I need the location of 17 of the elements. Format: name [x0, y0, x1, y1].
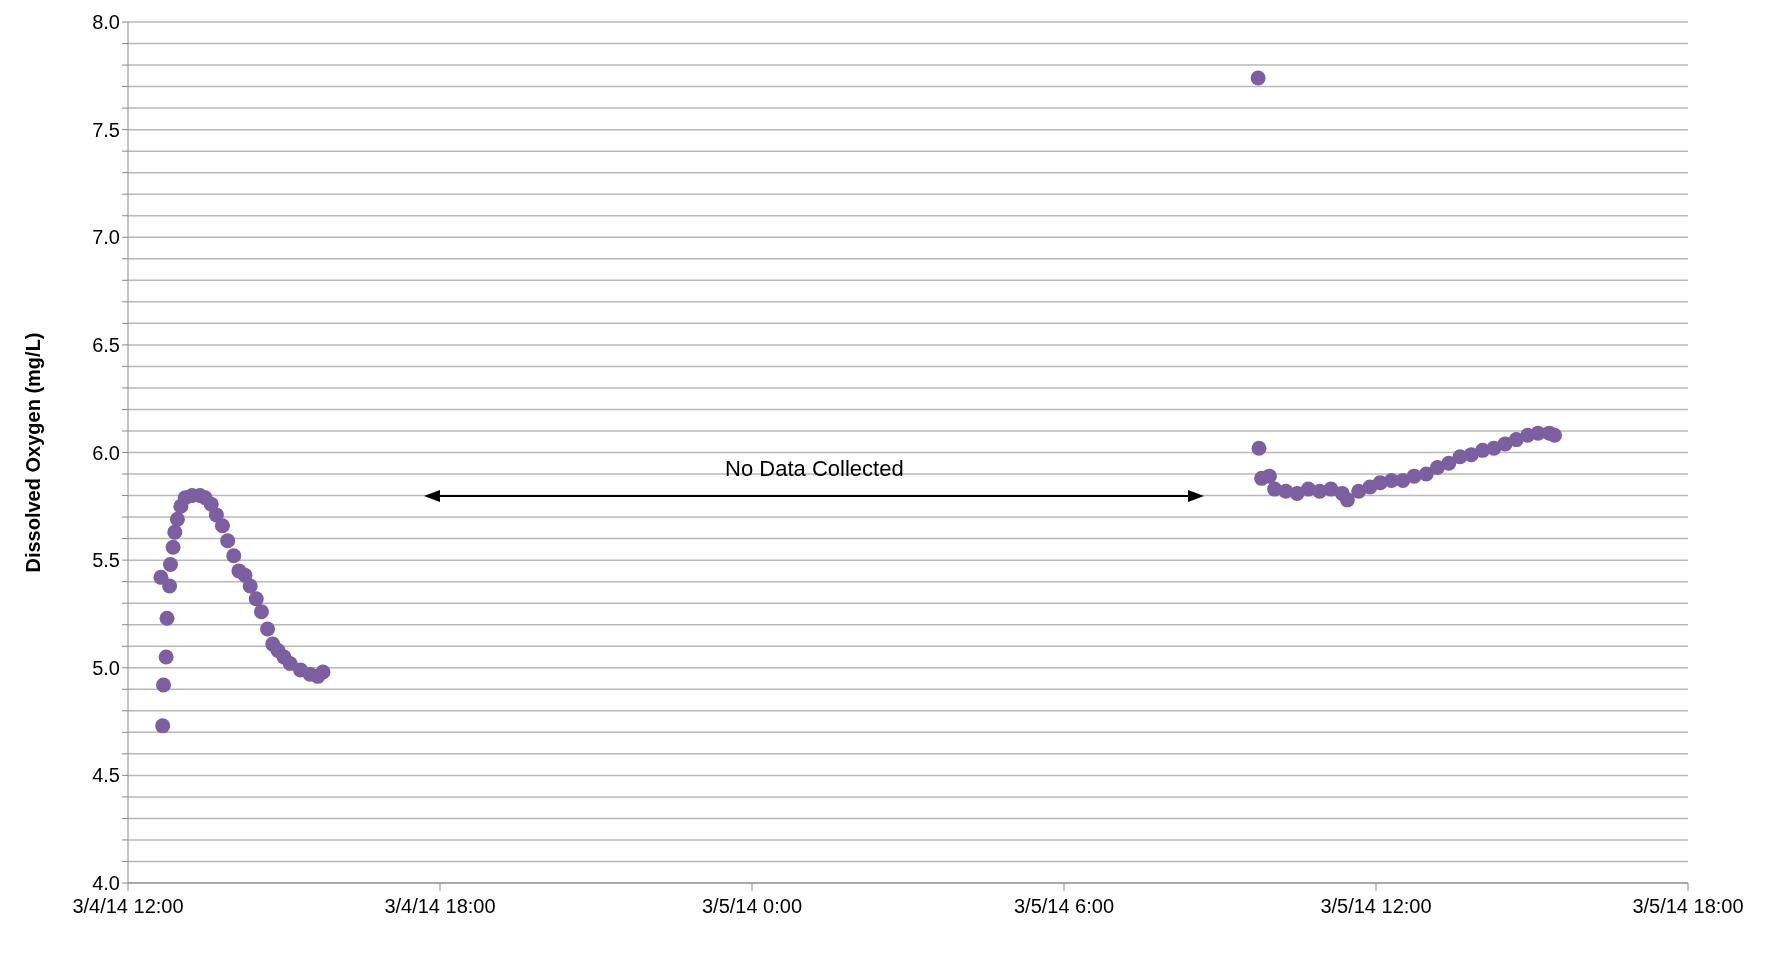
y-tick-label: 4.5: [92, 764, 120, 787]
x-tick-label: 3/4/14 12:00: [72, 895, 184, 918]
y-tick-label: 5.5: [92, 549, 120, 572]
y-axis-title: Dissolved Oxygen (mg/L): [22, 332, 45, 573]
y-tick-label: 6.5: [92, 333, 120, 356]
y-tick-label: 4.0: [92, 872, 120, 895]
x-tick-label: 3/5/14 6:00: [1013, 895, 1115, 918]
y-tick-label: 6.0: [92, 441, 120, 464]
x-tick-label: 3/5/14 12:00: [1320, 895, 1432, 918]
y-tick-label: 7.5: [92, 118, 120, 141]
y-tick-label: 7.0: [92, 226, 120, 249]
x-tick-label: 3/5/14 0:00: [701, 895, 803, 918]
y-tick-label: 5.0: [92, 656, 120, 679]
annotation: No Data Collected: [724, 455, 905, 482]
x-tick-label: 3/4/14 18:00: [384, 895, 496, 918]
y-tick-label: 8.0: [92, 11, 120, 34]
x-tick-label: 3/5/14 18:00: [1632, 895, 1744, 918]
